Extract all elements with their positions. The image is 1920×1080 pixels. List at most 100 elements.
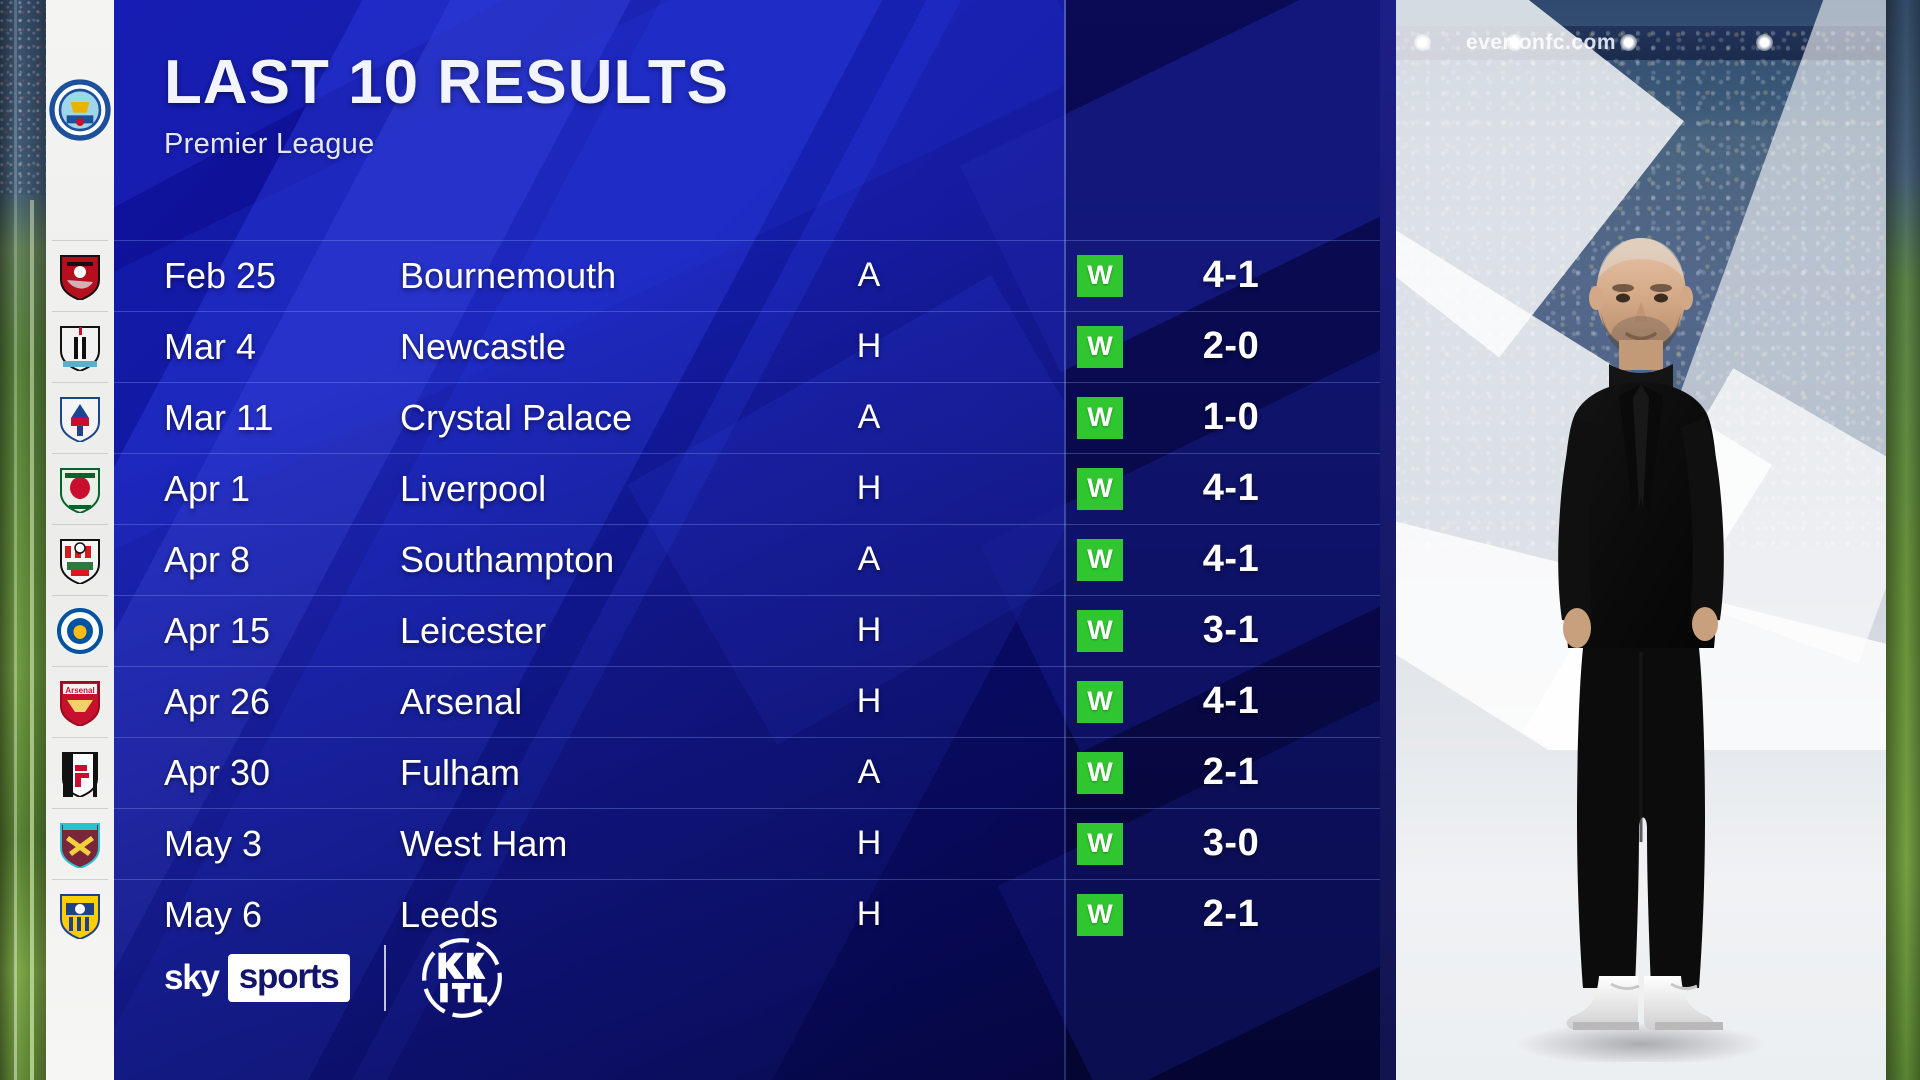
table-row: Apr 30 Fulham A W 2-1 [114,737,1396,808]
crest-separator [52,382,108,383]
crest-cell-crystal-palace [46,382,114,453]
cell-result: W [1070,808,1130,879]
row-separator [114,240,1396,241]
cell-date: Feb 25 [164,254,277,296]
crest-separator [52,737,108,738]
cell-venue: H [856,895,882,933]
cell-result: W [1070,595,1130,666]
liverpool-crest [57,465,103,513]
right-stadium-strip [1886,0,1920,1080]
cell-venue: A [857,540,881,578]
crest-separator [52,879,108,880]
cell-opponent: Fulham [400,751,521,793]
row-separator [114,382,1396,383]
southampton-crest [57,536,103,584]
cell-venue: A [857,256,881,294]
bournemouth-crest [57,252,103,300]
cell-date: Apr 26 [164,680,271,722]
left-strip-shade [0,0,46,1080]
cell-score: 1-0 [1202,396,1260,438]
cell-score: 3-1 [1202,609,1260,651]
cell-opponent: Leeds [400,893,499,935]
crest-cell-leicester [46,595,114,666]
cell-venue: A [857,398,881,436]
result-badge-win: W [1077,822,1123,865]
row-separator [114,808,1396,809]
result-badge-win: W [1077,467,1123,510]
left-stadium-strip [0,0,46,1080]
leeds-crest [57,891,103,939]
cell-date: Apr 8 [164,538,251,580]
table-row: Feb 25 Bournemouth A W 4-1 [114,240,1396,311]
cell-result: W [1070,453,1130,524]
left-strip-line-2 [30,200,34,1080]
row-separator [114,453,1396,454]
crest-cell-west-ham [46,808,114,879]
cell-venue: H [856,327,882,365]
crest-separator [52,808,108,809]
sky-wordmark: sky [164,958,220,997]
result-badge-win: W [1077,254,1123,297]
cell-date: May 6 [164,893,263,935]
row-separator [114,595,1396,596]
table-row: Apr 1 Liverpool H W 4-1 [114,453,1396,524]
cell-result: W [1070,879,1130,950]
result-badge-win: W [1077,538,1123,581]
table-row: May 3 West Ham H W 3-0 [114,808,1396,879]
crest-separator [52,311,108,312]
crest-cell-leeds [46,879,114,950]
floodlight-4 [1756,34,1773,51]
page-title: LAST 10 RESULTS [164,48,730,117]
crest-cell-liverpool [46,453,114,524]
cell-venue: H [856,469,882,507]
west-ham-crest [57,820,103,868]
sky-sports-box: sports [227,954,350,1002]
sports-wordmark: sports [238,957,340,996]
newcastle-crest [57,323,103,371]
crest-cell-fulham [46,737,114,808]
manager-figure [1491,232,1791,1062]
cell-date: Mar 4 [164,325,257,367]
page-subtitle: Premier League [164,128,375,160]
table-row: Apr 8 Southampton A W 4-1 [114,524,1396,595]
cell-score: 4-1 [1202,467,1260,509]
cell-score: 4-1 [1202,680,1260,722]
cell-opponent: Crystal Palace [400,396,633,438]
cell-score: 2-0 [1202,325,1260,367]
row-separator [114,666,1396,667]
right-strip-shade [1886,0,1920,1080]
sky-sports-logo: sky sports [164,954,350,1002]
crest-separator [52,524,108,525]
crest-separator [52,453,108,454]
table-row: Apr 26 Arsenal H W 4-1 [114,666,1396,737]
table-row: Apr 15 Leicester H W 3-1 [114,595,1396,666]
cell-score: 4-1 [1202,538,1260,580]
cell-score: 3-0 [1202,822,1260,864]
cell-venue: H [856,682,882,720]
cell-result: W [1070,240,1130,311]
cell-date: May 3 [164,822,263,864]
row-separator [114,737,1396,738]
arsenal-crest: Arsenal [57,678,103,726]
cell-opponent: Leicester [400,609,547,651]
crest-separator [52,240,108,241]
leicester-crest [57,607,103,655]
crest-cell-arsenal: Arsenal [46,666,114,737]
cell-result: W [1070,737,1130,808]
row-separator [114,524,1396,525]
cell-result: W [1070,524,1130,595]
kick-it-out-logo [420,936,504,1020]
cell-date: Mar 11 [164,396,274,438]
cell-opponent: Liverpool [400,467,547,509]
cell-date: Apr 15 [164,609,271,651]
table-row: Mar 4 Newcastle H W 2-0 [114,311,1396,382]
results-panel: LAST 10 RESULTS Premier League Feb 25 Bou… [114,0,1396,1080]
result-badge-win: W [1077,609,1123,652]
cell-result: W [1070,666,1130,737]
cell-opponent: Arsenal [400,680,523,722]
crest-cell-bournemouth [46,240,114,311]
fulham-crest [57,749,103,797]
cell-opponent: Southampton [400,538,615,580]
footer-logos: sky sports [164,936,504,1020]
column-divider [1064,0,1066,1080]
